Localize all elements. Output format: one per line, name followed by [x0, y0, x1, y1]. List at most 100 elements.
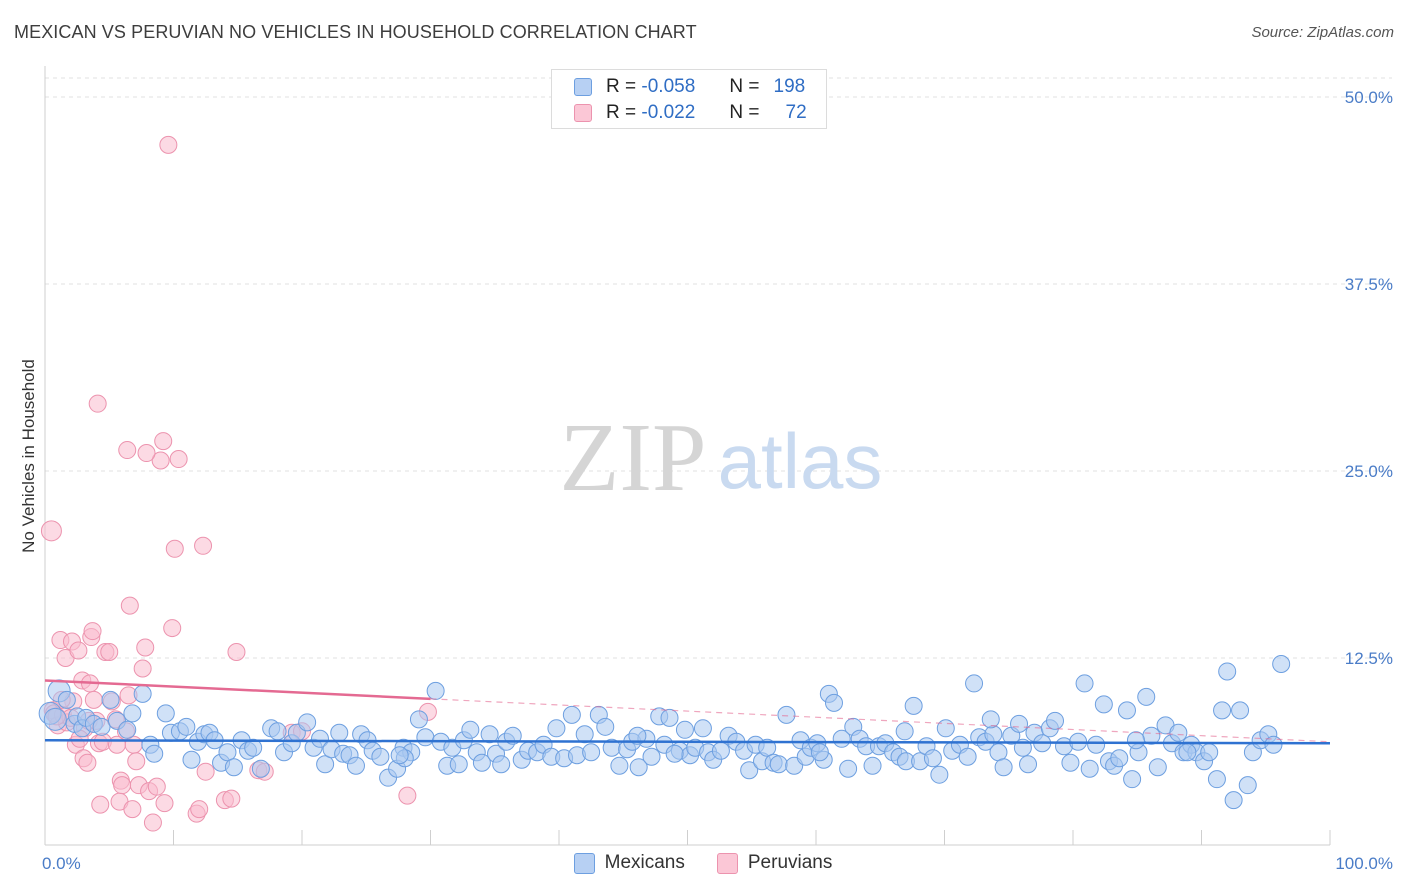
legend-item-peruvians[interactable]: Peruvians — [716, 852, 833, 874]
legend-item-mexicans[interactable]: Mexicans — [573, 852, 685, 874]
peruvian-point — [88, 394, 107, 413]
peruvian-point — [91, 795, 110, 814]
mexican-point — [244, 738, 263, 757]
peruvian-point — [100, 643, 119, 662]
mexican-trend-line — [44, 739, 1331, 745]
peruvian-point — [147, 777, 166, 796]
mexican-point — [268, 722, 287, 741]
peruvian-point — [398, 786, 417, 805]
mexican-point — [1010, 714, 1029, 733]
mexican-point — [251, 759, 270, 778]
mexican-point — [480, 725, 499, 744]
peruvians-r-label: R = — [606, 102, 637, 123]
mexican-point — [310, 729, 329, 748]
mexican-point — [1207, 770, 1226, 789]
mexicans-swatch — [574, 78, 592, 96]
mexican-point — [218, 743, 237, 762]
peruvian-point — [154, 432, 173, 451]
y-tick-label: 12.5% — [1345, 649, 1393, 668]
mexican-point — [156, 704, 175, 723]
mexican-point — [994, 758, 1013, 777]
mexican-point — [177, 717, 196, 736]
peruvian-point — [118, 441, 137, 460]
mexican-point — [416, 728, 435, 747]
mexican-point — [769, 755, 788, 774]
mexican-point — [863, 756, 882, 775]
mexican-point — [1094, 695, 1113, 714]
mexican-point — [1148, 758, 1167, 777]
mexican-point — [984, 725, 1003, 744]
mexican-point — [1231, 701, 1250, 720]
mexican-point — [101, 690, 120, 709]
peruvians-n-value: 72 — [785, 102, 807, 123]
peruvian-point — [169, 450, 188, 469]
source-credit: Source: ZipAtlas.com — [1251, 24, 1394, 41]
mexican-point — [1218, 662, 1237, 681]
peruvian-point — [124, 735, 143, 754]
peruvian-point — [40, 520, 62, 542]
peruvian-point — [159, 135, 178, 154]
peruvians-legend-label: Peruvians — [747, 852, 833, 873]
mexican-point — [346, 756, 365, 775]
mexican-point — [1238, 776, 1257, 795]
peruvian-point — [84, 690, 103, 709]
mexican-point — [43, 707, 67, 731]
mexican-point — [1264, 735, 1283, 754]
mexican-point — [936, 719, 955, 738]
mexican-point — [133, 684, 152, 703]
peruvians-r-value: -0.022 — [641, 102, 696, 123]
mexican-point — [693, 719, 712, 738]
mexicans-r-value: -0.058 — [641, 76, 696, 97]
peruvian-point — [127, 752, 146, 771]
mexican-point — [839, 759, 858, 778]
mexican-point — [182, 750, 201, 769]
mexican-point — [449, 755, 468, 774]
mexican-point — [810, 743, 829, 762]
peruvian-trend-extension — [430, 698, 1331, 743]
mexican-point — [426, 681, 445, 700]
mexican-point — [492, 755, 511, 774]
mexican-point — [711, 741, 730, 760]
peruvians-n-label: N = — [729, 102, 760, 123]
peruvian-point — [137, 444, 156, 463]
mexican-point — [965, 674, 984, 693]
peruvian-point — [83, 622, 102, 641]
mexican-point — [1061, 753, 1080, 772]
trend-lines — [44, 679, 1331, 745]
mexican-point — [989, 743, 1008, 762]
mexican-point — [118, 720, 137, 739]
mexican-point — [1087, 735, 1106, 754]
peruvian-point — [165, 539, 184, 558]
mexican-point — [1169, 723, 1188, 742]
legend-row-peruvians: R = -0.022 N = 72 — [574, 101, 807, 125]
y-tick-label: 25.0% — [1345, 462, 1393, 481]
mexican-point — [665, 744, 684, 763]
peruvian-point — [151, 451, 170, 470]
peruvian-point — [136, 638, 155, 657]
peruvian-point — [196, 762, 215, 781]
mexican-point — [904, 696, 923, 715]
mexican-point — [503, 726, 522, 745]
mexican-point — [824, 693, 843, 712]
mexican-point — [1178, 743, 1197, 762]
mexican-point — [575, 725, 594, 744]
mexican-point — [1123, 770, 1142, 789]
peruvian-point — [78, 753, 97, 772]
mexican-point — [224, 758, 243, 777]
mexican-point — [92, 717, 111, 736]
mexican-point — [298, 713, 317, 732]
mexican-point — [1126, 731, 1145, 750]
mexican-point — [1075, 674, 1094, 693]
mexican-point — [981, 710, 1000, 729]
mexican-point — [675, 720, 694, 739]
mexican-point — [895, 722, 914, 741]
mexican-point — [547, 719, 566, 738]
y-tick-label: 37.5% — [1345, 275, 1393, 294]
mexicans-n-value: 198 — [773, 76, 806, 97]
mexican-point — [1213, 701, 1232, 720]
mexican-point — [660, 708, 679, 727]
watermark: ZIP atlas — [560, 404, 883, 512]
mexican-point — [1272, 654, 1291, 673]
x-tick-label: 100.0% — [1335, 854, 1393, 873]
peruvian-point — [163, 619, 182, 638]
